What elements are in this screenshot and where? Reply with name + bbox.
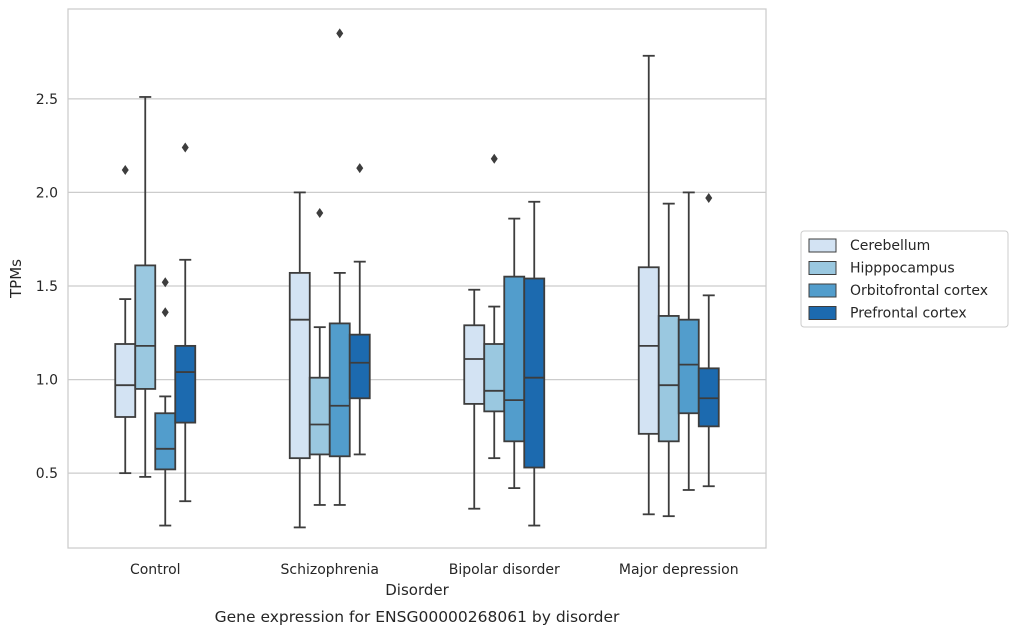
y-tick-label: 2.0 — [36, 185, 58, 201]
x-tick-label: Bipolar disorder — [449, 562, 560, 578]
legend-swatch — [808, 306, 837, 320]
y-tick-label: 0.5 — [36, 466, 58, 482]
box-0-2 — [154, 277, 177, 527]
box-2-3 — [523, 200, 546, 527]
box-1-3 — [348, 163, 371, 456]
box-iqr — [154, 412, 177, 471]
outlier-point — [356, 163, 364, 174]
legend-swatch — [808, 261, 837, 275]
box-iqr — [677, 318, 700, 415]
y-tick-labels: 0.5 1.0 1.5 2.0 2.5 — [36, 92, 58, 482]
box-iqr — [174, 344, 197, 424]
outlier-point — [181, 142, 189, 153]
y-tick-label: 2.5 — [36, 92, 58, 108]
box-3-2 — [677, 191, 700, 491]
box-iqr — [523, 277, 546, 469]
outlier-point — [705, 193, 713, 204]
outlier-point — [161, 277, 169, 288]
x-tick-label: Schizophrenia — [281, 562, 379, 578]
plot-frame — [67, 8, 767, 549]
box-iqr — [328, 322, 351, 458]
y-tick-label: 1.0 — [36, 373, 58, 389]
outlier-point — [490, 153, 498, 164]
x-tick-label: Major depression — [619, 562, 739, 578]
box-3-3 — [697, 193, 720, 488]
box-1-0 — [288, 191, 311, 529]
x-tick-label: Control — [130, 562, 181, 578]
box-0-1 — [134, 96, 157, 478]
box-iqr — [288, 271, 311, 460]
legend-label: Orbitofrontal cortex — [850, 283, 988, 299]
y-tick-label: 1.5 — [36, 279, 58, 295]
outlier-point — [161, 307, 169, 318]
x-tick-labels: Control Schizophrenia Bipolar disorder Majo… — [130, 562, 739, 578]
legend-label: Hipppocampus — [850, 261, 955, 277]
box-iqr — [657, 315, 680, 443]
legend-swatch — [808, 238, 837, 253]
boxes — [114, 28, 720, 529]
legend-swatch — [808, 283, 837, 298]
box-iqr — [308, 376, 331, 456]
outlier-point — [316, 207, 324, 218]
y-axis-label: TPMs — [7, 259, 25, 299]
box-0-0 — [114, 164, 137, 475]
legend: Cerebellum Hipppocampus Orbitofrontal cort… — [800, 230, 1009, 328]
box-iqr — [463, 324, 486, 405]
x-axis-label: Disorder — [385, 581, 449, 599]
box-iqr — [348, 333, 371, 400]
box-iqr — [637, 266, 660, 435]
box-iqr — [134, 264, 157, 390]
box-iqr — [483, 343, 506, 413]
box-iqr — [503, 275, 526, 443]
legend-frame — [800, 230, 1009, 328]
outlier-point — [336, 28, 344, 39]
outlier-point — [121, 164, 129, 175]
box-1-1 — [308, 207, 331, 506]
box-iqr — [114, 343, 137, 418]
legend-label: Prefrontal cortex — [850, 306, 967, 322]
box-iqr — [697, 367, 720, 428]
box-1-2 — [328, 28, 351, 506]
box-0-3 — [174, 142, 197, 503]
chart-caption: Gene expression for ENSG00000268061 by d… — [215, 608, 620, 626]
legend-label: Cerebellum — [850, 238, 930, 254]
